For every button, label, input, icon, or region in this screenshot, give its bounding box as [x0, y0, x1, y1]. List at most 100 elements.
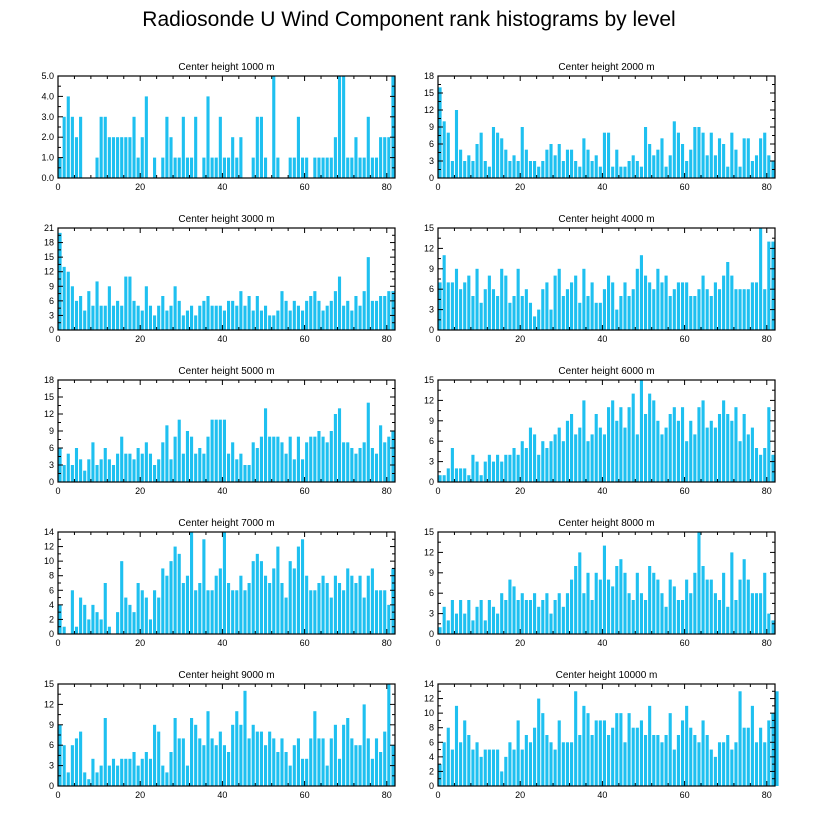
- panel-title: Center height 9000 m: [178, 670, 274, 681]
- histogram-bar: [284, 597, 288, 634]
- histogram-bar: [516, 161, 520, 178]
- histogram-bar: [590, 600, 594, 634]
- histogram-bar: [693, 296, 697, 330]
- histogram-bar: [672, 289, 676, 330]
- histogram-bar: [325, 157, 329, 178]
- histogram-bar: [586, 713, 590, 786]
- histogram-bar: [169, 561, 173, 634]
- histogram-bar: [354, 745, 358, 786]
- histogram-bar: [120, 758, 124, 786]
- histogram-bar: [247, 296, 251, 330]
- y-tick-label: 9: [49, 720, 54, 730]
- histogram-bar: [358, 575, 362, 634]
- histogram-bar: [227, 453, 231, 482]
- histogram-bar: [664, 427, 668, 482]
- histogram-bar: [767, 407, 771, 482]
- y-tick-label: 21: [44, 223, 54, 233]
- histogram-bar: [342, 442, 346, 482]
- histogram-bar: [549, 742, 553, 786]
- histogram-bar: [578, 166, 582, 178]
- histogram-bar: [750, 593, 754, 634]
- histogram-bar: [173, 436, 177, 482]
- histogram-bar: [561, 296, 565, 330]
- histogram-bar: [87, 291, 91, 330]
- histogram-bar: [512, 448, 516, 482]
- histogram-bar: [701, 275, 705, 330]
- histogram-bar: [387, 137, 391, 178]
- x-tick-label: 20: [135, 638, 145, 648]
- histogram-bar: [128, 604, 132, 634]
- histogram-bar: [570, 579, 574, 634]
- histogram-bar: [243, 465, 247, 482]
- histogram-bar: [379, 425, 383, 482]
- histogram-bar: [284, 453, 288, 482]
- histogram-bar: [235, 459, 239, 482]
- histogram-bar: [95, 612, 99, 634]
- histogram-bar: [561, 441, 565, 482]
- histogram-bar: [153, 157, 157, 178]
- histogram-bar: [643, 127, 648, 178]
- histogram-bar: [475, 268, 479, 330]
- histogram-bar: [83, 310, 87, 330]
- histogram-bar: [91, 442, 95, 482]
- histogram-bar: [705, 579, 709, 634]
- histogram-bar: [276, 546, 280, 634]
- histogram-bar: [475, 742, 479, 786]
- histogram-bar: [454, 268, 459, 330]
- histogram-bar: [672, 749, 676, 786]
- y-tick-label: 8: [49, 571, 54, 581]
- y-tick-label: 6: [49, 585, 54, 595]
- histogram-bar: [524, 600, 528, 634]
- histogram-bar: [317, 738, 321, 786]
- histogram-bar: [116, 612, 120, 634]
- x-tick-label: 80: [762, 638, 772, 648]
- histogram-bar: [62, 465, 66, 482]
- histogram-bar: [222, 532, 226, 634]
- y-tick-label: 18: [44, 375, 54, 385]
- histogram-bar: [619, 713, 623, 786]
- histogram-bar: [70, 590, 74, 634]
- histogram-bar: [516, 600, 520, 634]
- x-tick-label: 80: [382, 486, 392, 496]
- x-tick-label: 20: [515, 334, 525, 344]
- histogram-bar: [153, 465, 157, 482]
- histogram-bar: [235, 305, 239, 330]
- panel-title: Center height 6000 m: [558, 366, 654, 377]
- histogram-bar: [442, 255, 446, 330]
- histogram-bar: [475, 461, 479, 482]
- histogram-bar: [561, 742, 565, 786]
- histogram-bar: [210, 738, 214, 786]
- histogram-bar: [280, 442, 284, 482]
- histogram-bar: [309, 590, 313, 634]
- x-tick-label: 40: [217, 790, 227, 800]
- histogram-bar: [705, 735, 709, 786]
- histogram-bar: [570, 742, 574, 786]
- histogram-bar: [91, 758, 95, 786]
- histogram-bar: [602, 434, 606, 482]
- histogram-bar: [746, 138, 750, 178]
- histogram-bar: [713, 427, 717, 482]
- histogram-panel: Center height 3000 m 0 20 40 60 80 0 3 6 9 12 15 18 2…: [44, 214, 396, 344]
- histogram-bar: [231, 724, 235, 786]
- y-tick-label: 4: [49, 600, 54, 610]
- panel-title: Center height 7000 m: [178, 518, 274, 529]
- histogram-bar: [66, 453, 70, 482]
- histogram-bar: [565, 420, 570, 482]
- histogram-bar: [660, 138, 664, 178]
- histogram-bar: [362, 291, 366, 330]
- histogram-bar: [524, 149, 528, 178]
- x-tick-label: 20: [135, 486, 145, 496]
- histogram-bar: [124, 758, 128, 786]
- histogram-bar: [459, 149, 463, 178]
- histogram-bar: [124, 276, 128, 330]
- histogram-bar: [74, 300, 79, 330]
- histogram-bar: [333, 291, 337, 330]
- histogram-bar: [557, 427, 561, 482]
- y-tick-label: 0: [429, 173, 434, 183]
- histogram-bar: [689, 420, 693, 482]
- x-tick-label: 60: [680, 182, 690, 192]
- y-tick-label: 6: [429, 737, 434, 747]
- histogram-bar: [177, 553, 181, 634]
- histogram-bar: [450, 600, 454, 634]
- histogram-bar: [173, 718, 177, 786]
